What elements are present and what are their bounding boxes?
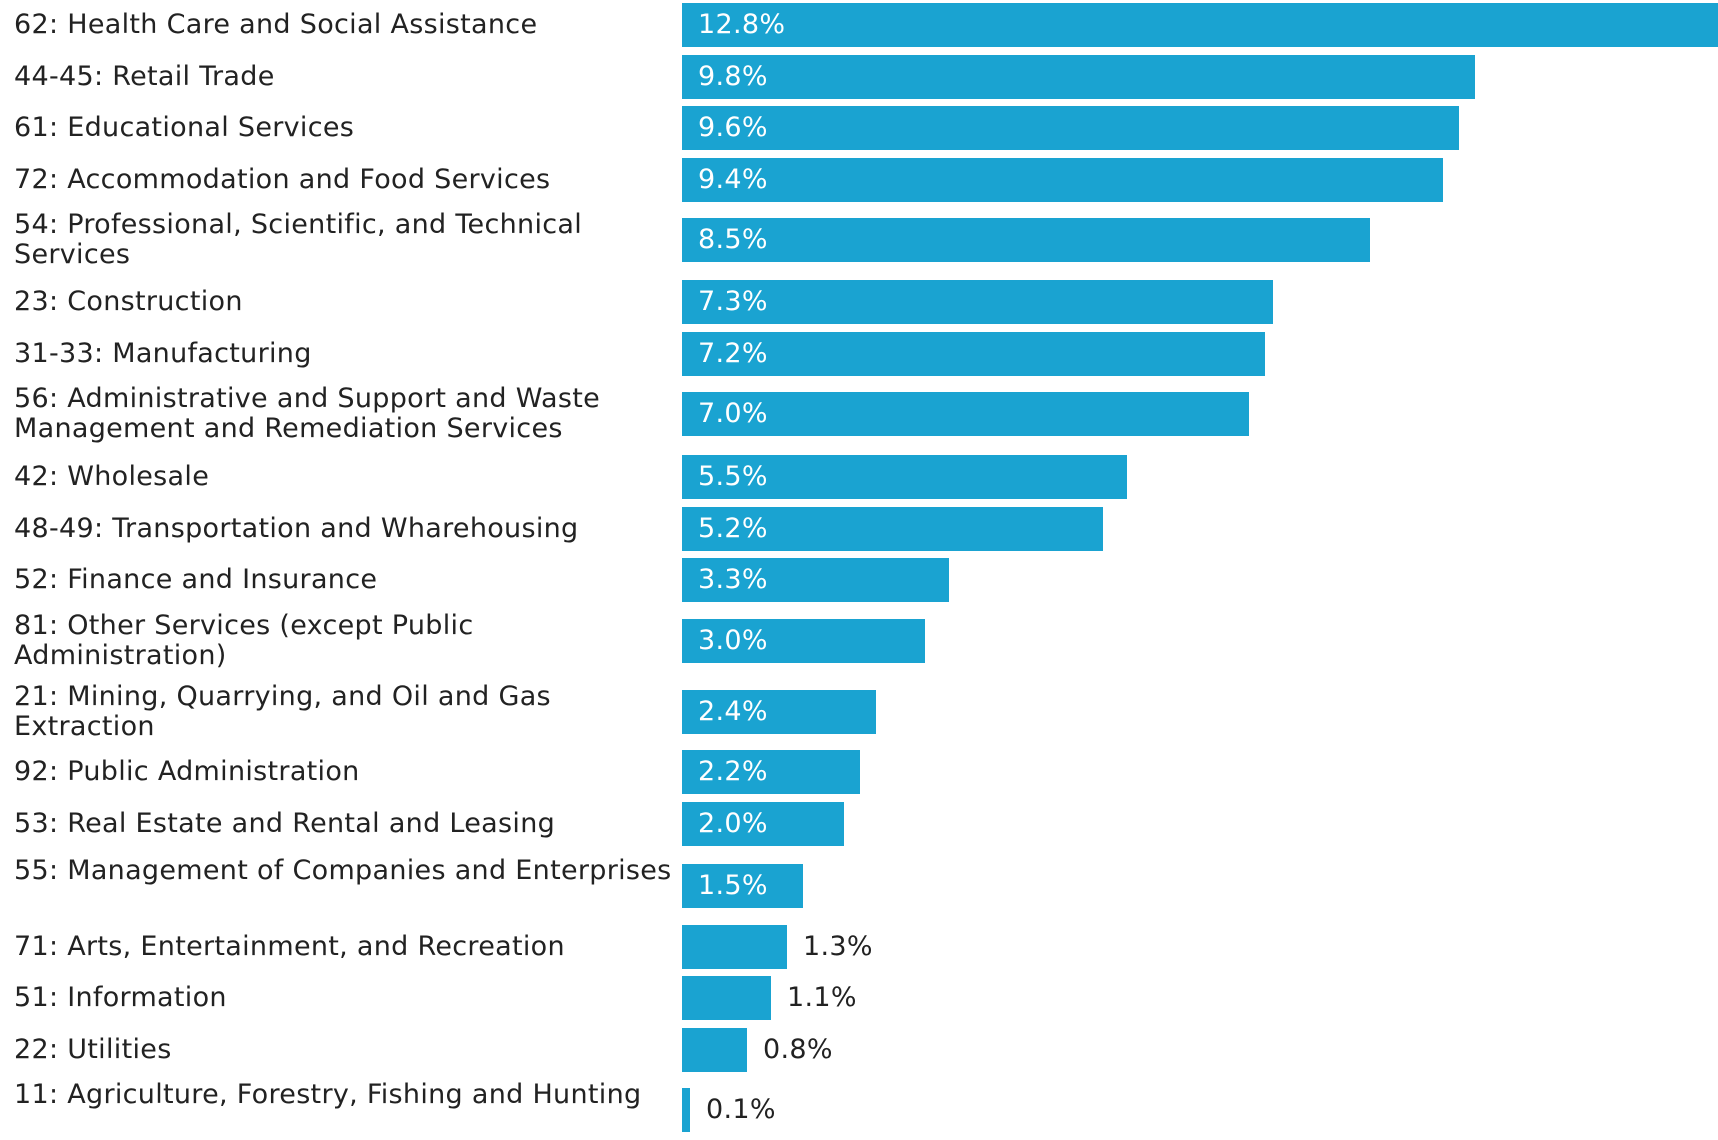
category-label: 61: Educational Services — [14, 112, 355, 143]
data-label: 2.0% — [698, 808, 768, 839]
data-label: 12.8% — [698, 9, 786, 40]
bar — [682, 280, 1273, 324]
data-label: 1.1% — [787, 982, 857, 1013]
data-label: 7.3% — [698, 286, 768, 317]
category-label: 81: Other Services (except Public Admini… — [14, 610, 474, 671]
data-label: 8.5% — [698, 224, 768, 255]
data-label: 0.1% — [706, 1094, 776, 1125]
data-label: 2.2% — [698, 756, 768, 787]
bar — [682, 558, 949, 602]
category-label: 22: Utilities — [14, 1034, 172, 1065]
bar — [682, 507, 1103, 551]
bar — [682, 55, 1475, 99]
bar — [682, 976, 771, 1020]
bar — [682, 106, 1459, 150]
data-label: 9.8% — [698, 61, 768, 92]
category-label: 11: Agriculture, Forestry, Fishing and H… — [14, 1079, 642, 1110]
data-label: 3.3% — [698, 564, 768, 595]
category-label: 42: Wholesale — [14, 461, 210, 492]
data-label: 0.8% — [763, 1034, 833, 1065]
category-label: 92: Public Administration — [14, 756, 360, 787]
category-label: 55: Management of Companies and Enterpri… — [14, 855, 672, 886]
bar — [682, 455, 1127, 499]
bar — [682, 619, 925, 663]
category-label: 51: Information — [14, 982, 227, 1013]
category-label: 62: Health Care and Social Assistance — [14, 9, 538, 40]
category-label: 52: Finance and Insurance — [14, 564, 378, 595]
bar — [682, 750, 860, 794]
category-label: 56: Administrative and Support and Waste… — [14, 383, 600, 444]
data-label: 2.4% — [698, 696, 768, 727]
data-label: 9.4% — [698, 164, 768, 195]
bar — [682, 1088, 690, 1132]
category-label: 48-49: Transportation and Wharehousing — [14, 513, 579, 544]
category-label: 53: Real Estate and Rental and Leasing — [14, 808, 556, 839]
data-label: 5.5% — [698, 461, 768, 492]
bar — [682, 332, 1265, 376]
data-label: 7.2% — [698, 338, 768, 369]
category-label: 31-33: Manufacturing — [14, 338, 312, 369]
bar — [682, 925, 787, 969]
category-label: 23: Construction — [14, 286, 243, 317]
category-label: 71: Arts, Entertainment, and Recreation — [14, 931, 565, 962]
bar — [682, 158, 1443, 202]
bar — [682, 1028, 747, 1072]
bar — [682, 218, 1370, 262]
category-label: 54: Professional, Scientific, and Techni… — [14, 209, 583, 270]
category-label: 44-45: Retail Trade — [14, 61, 275, 92]
bar — [682, 3, 1718, 47]
category-label: 21: Mining, Quarrying, and Oil and Gas E… — [14, 681, 551, 742]
data-label: 5.2% — [698, 513, 768, 544]
category-label: 72: Accommodation and Food Services — [14, 164, 551, 195]
bar — [682, 802, 844, 846]
data-label: 7.0% — [698, 398, 768, 429]
data-label: 9.6% — [698, 112, 768, 143]
data-label: 3.0% — [698, 625, 768, 656]
data-label: 1.5% — [698, 870, 768, 901]
data-label: 1.3% — [803, 931, 873, 962]
bar — [682, 392, 1249, 436]
bar — [682, 690, 876, 734]
bar — [682, 864, 803, 908]
